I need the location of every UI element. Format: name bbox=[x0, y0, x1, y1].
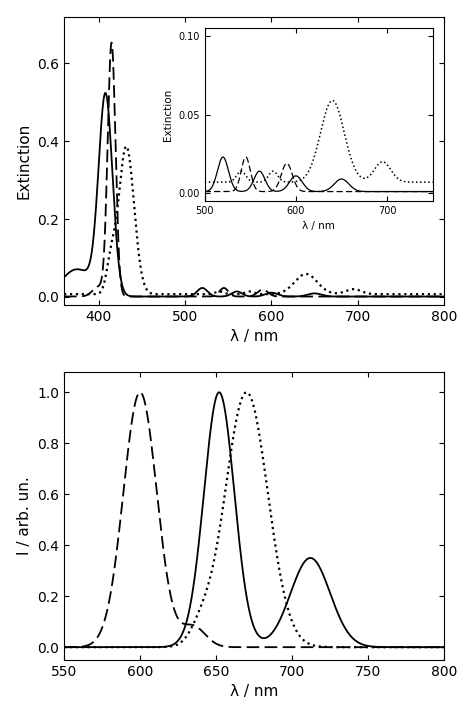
X-axis label: λ / nm: λ / nm bbox=[230, 329, 278, 344]
X-axis label: λ / nm: λ / nm bbox=[230, 684, 278, 700]
Y-axis label: I / arb. un.: I / arb. un. bbox=[17, 477, 32, 556]
Y-axis label: Extinction: Extinction bbox=[17, 122, 32, 199]
